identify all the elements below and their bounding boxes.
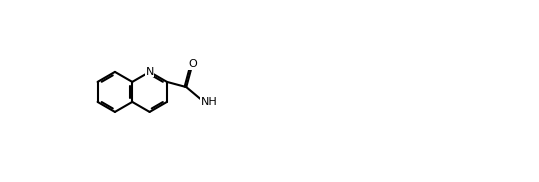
Text: O: O [188, 59, 197, 69]
Text: NH: NH [201, 97, 218, 107]
Text: N: N [146, 67, 154, 77]
